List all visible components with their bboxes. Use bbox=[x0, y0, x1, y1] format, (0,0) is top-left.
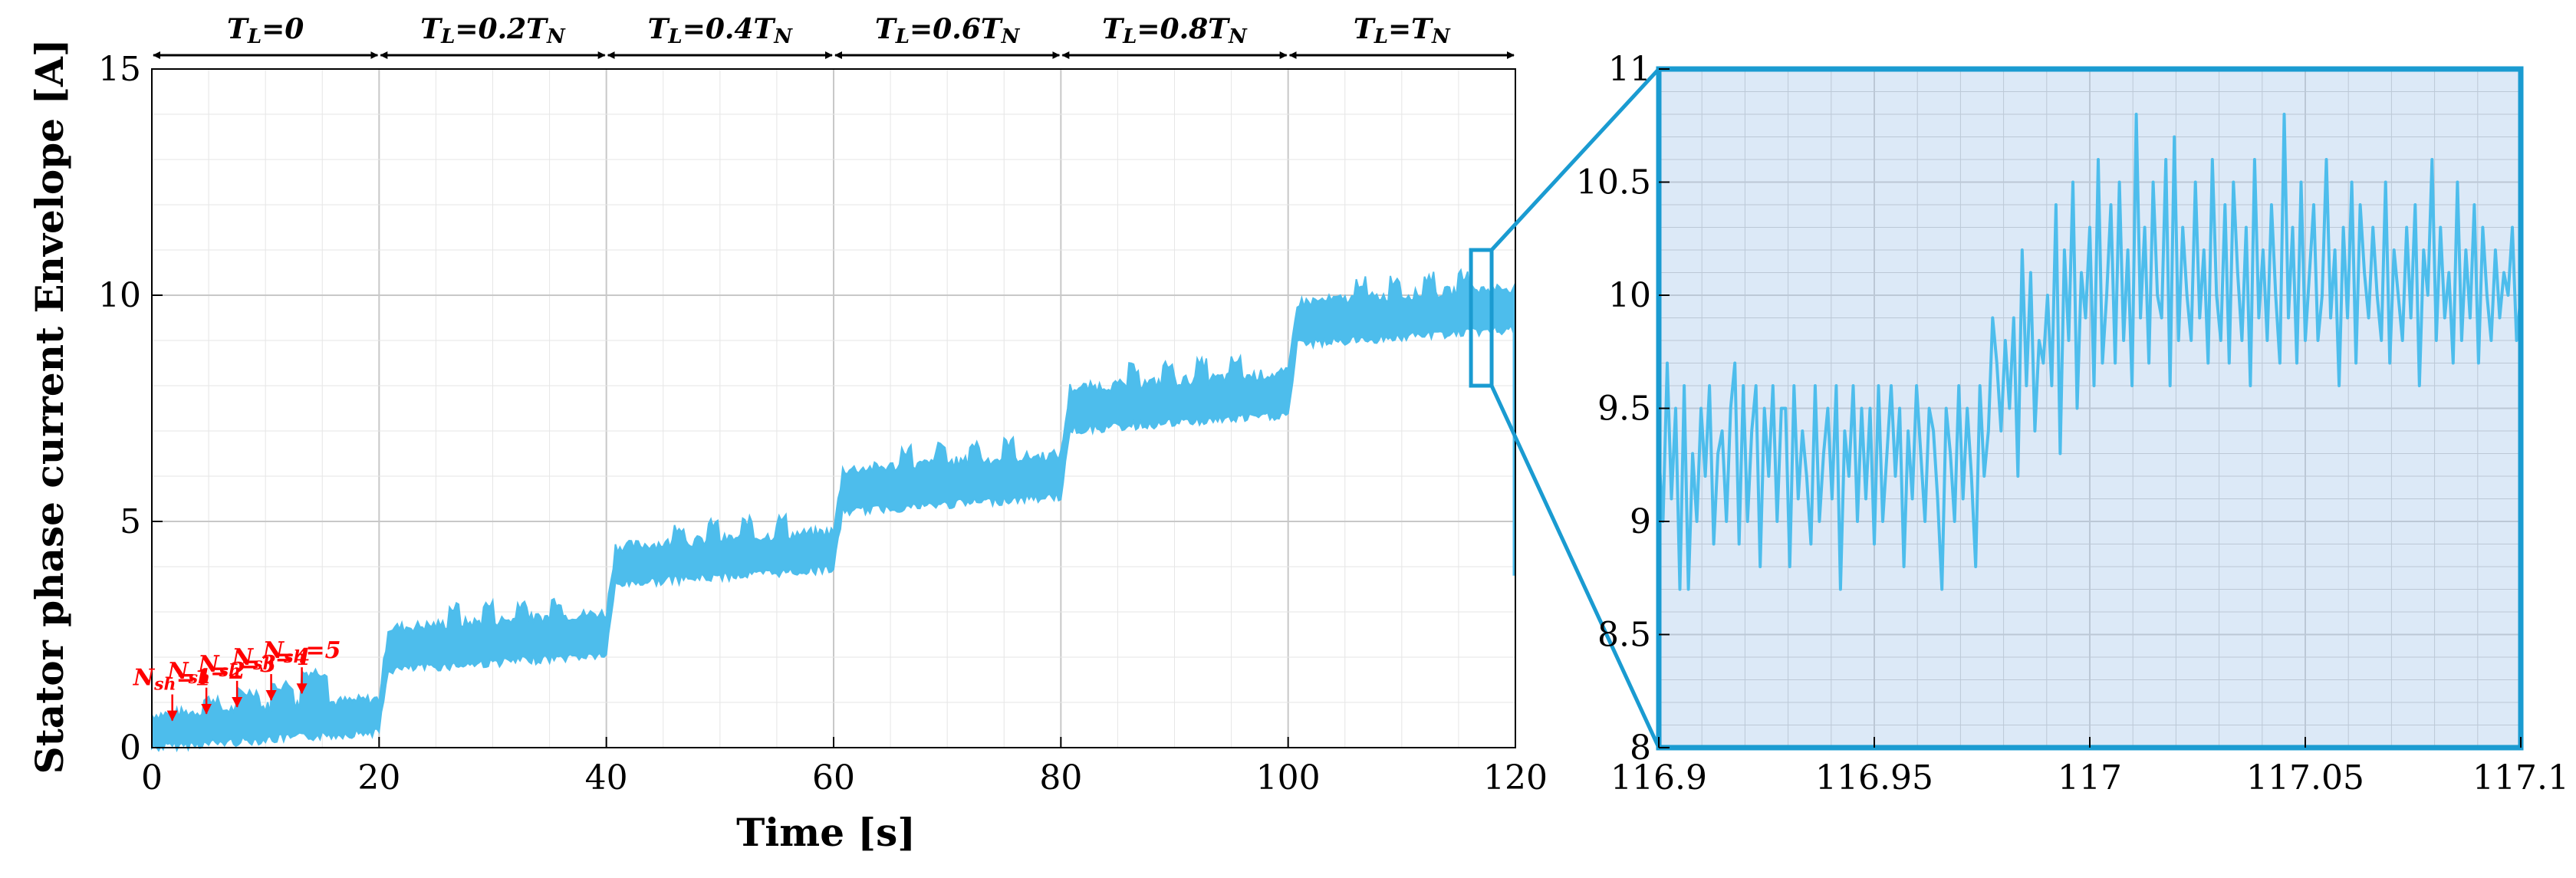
right-y-tick-label: 8 bbox=[1630, 728, 1651, 768]
right-ticks: 116.9 116.95 117 117.05 117.1 8 8.5 9 9.5 10 10.5 1… bbox=[1576, 50, 2569, 797]
zoom-box bbox=[1469, 248, 1494, 388]
left-y-tick-label: 0 bbox=[120, 728, 141, 768]
right-chart: 116.9 116.95 117 117.05 117.1 8 8.5 9 9.5 10 10.5 1… bbox=[1576, 50, 2569, 797]
right-y-tick-label: 10.5 bbox=[1576, 163, 1651, 202]
left-x-tick-label: 20 bbox=[357, 758, 400, 797]
right-series-line bbox=[1657, 113, 2522, 591]
left-x-tick-label: 0 bbox=[141, 758, 163, 797]
right-x-tick-label: 116.95 bbox=[1815, 758, 1933, 797]
left-zoom bbox=[1469, 248, 1494, 388]
left-x-tick-label: 40 bbox=[585, 758, 628, 797]
left-x-tick-label: 60 bbox=[812, 758, 855, 797]
left-x-tick-label: 80 bbox=[1039, 758, 1082, 797]
zoom-connectors bbox=[1489, 67, 1661, 749]
load-segment-label: TL=0.8TN bbox=[1102, 13, 1248, 48]
left-x-axis-label: Time [s] bbox=[736, 810, 916, 855]
right-series bbox=[1657, 113, 2522, 591]
load-segment-label: TL=0.4TN bbox=[648, 13, 794, 48]
load-segment-label: TL=0.6TN bbox=[875, 13, 1021, 48]
left-grid bbox=[151, 68, 1516, 748]
right-x-tick-label: 117 bbox=[2058, 758, 2122, 797]
right-y-tick-label: 9.5 bbox=[1597, 390, 1651, 429]
zoom-connector-top bbox=[1490, 67, 1660, 252]
right-y-tick-label: 8.5 bbox=[1597, 616, 1651, 655]
right-y-tick-label: 11 bbox=[1608, 50, 1651, 89]
left-chart: 0 20 40 60 80 100 120 0 5 10 15 Nsh=1Nsh=2Nsh=3Nsh… bbox=[27, 13, 1548, 855]
left-x-tick-label: 120 bbox=[1483, 758, 1548, 797]
right-y-tick-label: 9 bbox=[1630, 502, 1651, 541]
left-y-axis-label: Stator phase current Envelope [A] bbox=[27, 39, 72, 774]
right-x-tick-label: 117.05 bbox=[2246, 758, 2364, 797]
left-ticks: 0 20 40 60 80 100 120 0 5 10 15 bbox=[98, 50, 1548, 797]
nsh-label: Nsh=3 bbox=[197, 651, 276, 681]
nsh-label: Nsh=2 bbox=[166, 658, 245, 688]
nsh-label: Nsh=1 bbox=[133, 665, 212, 695]
nsh-label: Nsh=4 bbox=[232, 644, 311, 674]
right-grid bbox=[1658, 68, 2522, 748]
left-x-tick-label: 100 bbox=[1256, 758, 1321, 797]
left-y-tick-label: 15 bbox=[98, 50, 141, 89]
right-y-tick-label: 10 bbox=[1608, 276, 1651, 315]
load-segment-label: TL=0 bbox=[227, 13, 304, 48]
zoom-connector-bottom bbox=[1489, 384, 1661, 749]
nsh-label: Nsh=5 bbox=[262, 637, 341, 667]
left-y-tick-label: 10 bbox=[98, 276, 141, 315]
right-x-tick-label: 117.1 bbox=[2472, 758, 2569, 797]
left-y-tick-label: 5 bbox=[120, 502, 141, 541]
load-segment-label: TL=TN bbox=[1354, 13, 1451, 48]
right-x-tick-label: 116.9 bbox=[1610, 758, 1707, 797]
load-segment-label: TL=0.2TN bbox=[420, 13, 566, 48]
left-segments: TL=0 TL=0.2TN TL=0.4TN TL=0.6TN TL=0.8TN TL=T… bbox=[153, 13, 1515, 59]
